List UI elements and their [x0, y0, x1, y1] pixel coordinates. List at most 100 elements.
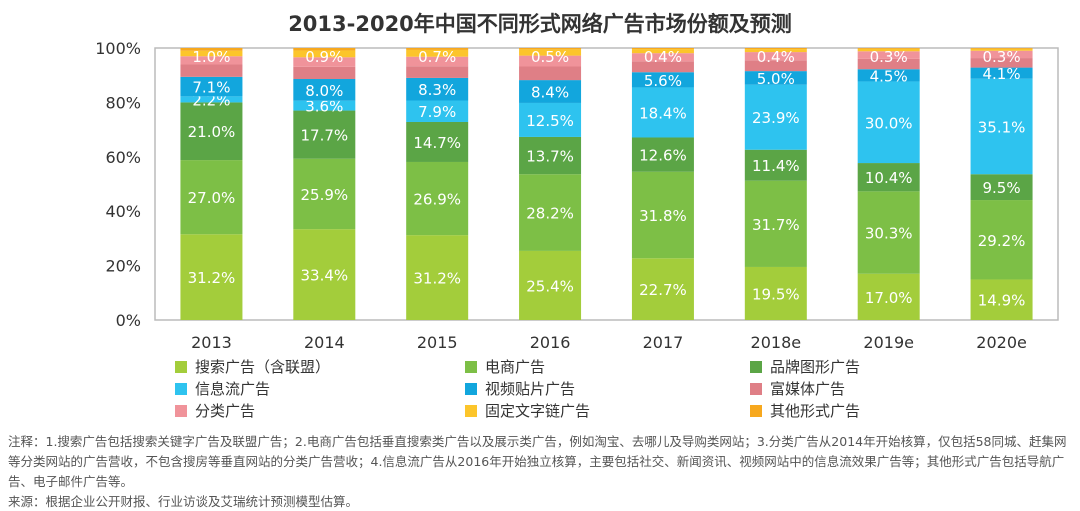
bar-segment: [970, 50, 1033, 59]
bar-segment: [631, 61, 694, 73]
data-label: 4.5%: [870, 67, 908, 85]
bar-segment: [180, 234, 243, 320]
data-label: 28.2%: [526, 205, 574, 223]
bar-segment: [631, 258, 694, 320]
data-label: 3.6%: [305, 98, 343, 116]
data-label: 25.9%: [300, 186, 348, 204]
bar-segment: [293, 66, 356, 80]
y-tick-label: 0%: [116, 311, 141, 330]
data-label: 33.4%: [300, 267, 348, 285]
bar-segment: [180, 76, 243, 97]
data-label: 30.0%: [865, 114, 913, 132]
y-tick-label: 100%: [95, 39, 141, 58]
bar-segment: [293, 57, 356, 67]
data-label: 14.7%: [413, 134, 461, 152]
data-label: 18.4%: [639, 104, 687, 122]
data-label: 0.5%: [531, 48, 569, 66]
bar-segment: [293, 158, 356, 230]
data-label: 29.2%: [978, 232, 1026, 250]
data-label: 4.1%: [983, 65, 1021, 83]
x-tick-label: 2015: [417, 333, 458, 352]
bar-segment: [970, 48, 1033, 49]
data-label: 17.0%: [865, 289, 913, 307]
data-label: 17.7%: [300, 127, 348, 145]
bar-segment: [744, 48, 807, 50]
data-label: 0.9%: [305, 48, 343, 66]
bar-segment: [857, 69, 920, 82]
bar-segment: [970, 58, 1033, 68]
legend-label: 其他形式广告: [770, 402, 861, 420]
bar-segment: [406, 48, 469, 50]
legend-item: 电商广告: [465, 356, 750, 377]
legend-swatch: [750, 360, 762, 373]
bar-segment: [744, 180, 807, 267]
data-label: 35.1%: [978, 118, 1026, 136]
bar-segment: [406, 121, 469, 162]
legend: 搜索广告（含联盟） 电商广告 品牌图形广告 信息流广告 视频贴片广告 富媒体广告 分类广告 固…: [175, 356, 935, 421]
data-label: 0.4%: [644, 48, 682, 66]
data-label: 0.3%: [983, 48, 1021, 66]
bar-segment: [519, 55, 582, 67]
data-label: 13.7%: [526, 148, 574, 166]
data-label: 31.8%: [639, 207, 687, 225]
bar-segment: [180, 160, 243, 235]
bar-segment: [406, 100, 469, 122]
bar-segment: [519, 250, 582, 320]
bar-segment: [180, 102, 243, 161]
bar-segment: [744, 49, 807, 53]
legend-label: 电商广告: [485, 358, 546, 376]
data-label: 19.5%: [752, 285, 800, 303]
data-label: 5.6%: [644, 72, 682, 90]
bar-segment: [519, 80, 582, 103]
bar-segment: [857, 48, 920, 49]
x-tick-label: 2019e: [863, 333, 914, 352]
bar-segment: [970, 67, 1033, 79]
data-label: 0.3%: [870, 48, 908, 66]
bar-segment: [293, 100, 356, 111]
bar-segment: [857, 81, 920, 164]
data-label: 23.9%: [752, 109, 800, 127]
bar-segment: [744, 71, 807, 85]
legend-item: 其他形式广告: [750, 400, 950, 421]
data-label: 30.3%: [865, 225, 913, 243]
data-label: 22.7%: [639, 281, 687, 299]
data-label: 31.2%: [188, 269, 236, 287]
legend-item: 分类广告: [175, 400, 465, 421]
legend-swatch: [175, 404, 187, 417]
bar-segment: [293, 110, 356, 159]
data-label: 26.9%: [413, 191, 461, 209]
bar-segment: [406, 77, 469, 101]
data-label: 5.0%: [757, 70, 795, 88]
legend-label: 固定文字链广告: [485, 402, 591, 420]
x-tick-label: 2013: [191, 333, 232, 352]
y-tick-label: 60%: [105, 148, 141, 167]
legend-swatch: [750, 382, 762, 395]
data-label: 25.4%: [526, 277, 574, 295]
source-text: 来源：根据企业公开财报、行业访谈及艾瑞统计预测模型估算。: [8, 494, 359, 509]
data-label: 27.0%: [188, 189, 236, 207]
bar-segment: [406, 56, 469, 67]
legend-swatch: [175, 360, 187, 373]
bar-segment: [631, 171, 694, 259]
data-label: 8.4%: [531, 84, 569, 102]
bar-segment: [857, 273, 920, 320]
bar-segment: [631, 53, 694, 62]
bar-segment: [857, 48, 920, 52]
legend-item: 信息流广告: [175, 378, 465, 399]
legend-item: 富媒体广告: [750, 378, 950, 399]
data-label: 21.0%: [188, 123, 236, 141]
bar-segment: [857, 163, 920, 192]
data-label: 10.4%: [865, 169, 913, 187]
y-tick-label: 80%: [105, 93, 141, 112]
legend-item: 搜索广告（含联盟）: [175, 356, 465, 377]
legend-label: 搜索广告（含联盟）: [195, 358, 331, 376]
data-label: 9.5%: [983, 179, 1021, 197]
bar-segment: [744, 266, 807, 320]
bar-segment: [293, 48, 356, 51]
bar-segment: [970, 279, 1033, 320]
legend-item: 品牌图形广告: [750, 356, 950, 377]
bar-segment: [519, 102, 582, 137]
y-tick-label: 20%: [105, 257, 141, 276]
bar-segment: [519, 49, 582, 56]
